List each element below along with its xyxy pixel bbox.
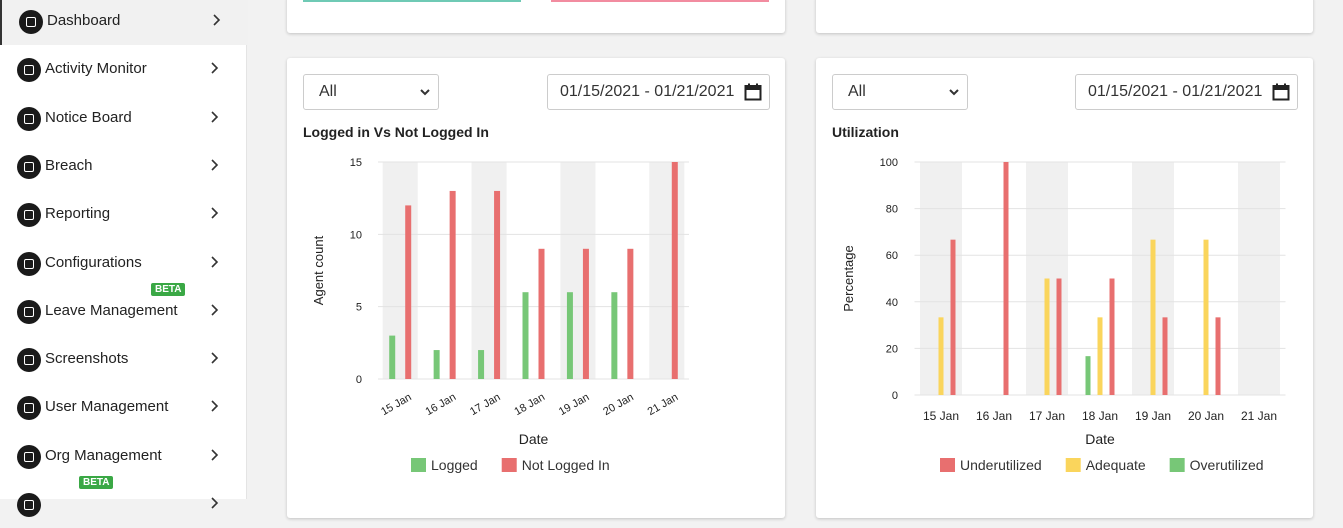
nav-item[interactable]: BETA bbox=[0, 476, 246, 528]
date-range[interactable]: 01/15/2021 - 01/21/2021 bbox=[547, 74, 770, 110]
chevron bbox=[211, 207, 219, 219]
nav-label: Screenshots bbox=[45, 350, 129, 368]
filter-select[interactable]: All bbox=[303, 74, 439, 110]
nav-label: Reporting bbox=[45, 205, 111, 223]
nav-item[interactable]: Activity Monitor bbox=[0, 47, 246, 93]
nav-label: Notice Board bbox=[45, 108, 132, 126]
sidebar: Dashboard Activity Monitor Notice Board Bre… bbox=[0, 0, 248, 517]
chart-card: All 01/15/2021 - 01/21/2021 bbox=[287, 58, 785, 518]
nav-item[interactable]: Org Management bbox=[0, 434, 246, 480]
nav-icon bbox=[17, 203, 41, 228]
chart-card: All 01/15/2021 - 01/21/2021 bbox=[816, 58, 1313, 518]
nav-icon bbox=[17, 493, 41, 517]
nav-icon bbox=[17, 299, 41, 324]
nav-item[interactable]: Leave Management BETA bbox=[0, 282, 246, 335]
filter-select[interactable]: All bbox=[832, 74, 968, 110]
nav-icon bbox=[17, 348, 41, 373]
nav-label: Configurations bbox=[45, 253, 142, 271]
nav-label: Org Management bbox=[45, 446, 162, 464]
nav-icon bbox=[17, 154, 41, 179]
nav-item[interactable]: Breach bbox=[0, 144, 246, 190]
chevron bbox=[211, 304, 219, 316]
nav-label: Breach bbox=[45, 156, 93, 174]
chevron bbox=[211, 62, 219, 74]
nav-label: Activity Monitor bbox=[45, 60, 147, 78]
top-card bbox=[816, 0, 1313, 33]
nav-icon bbox=[17, 106, 41, 131]
nav-label: Dashboard bbox=[47, 12, 121, 29]
calendar-icon bbox=[744, 83, 762, 101]
chevron bbox=[211, 111, 219, 123]
nav-icon bbox=[17, 251, 41, 276]
nav-icon bbox=[17, 444, 41, 469]
nav-icon bbox=[17, 58, 41, 83]
chevron bbox=[211, 352, 219, 364]
nav-item[interactable]: Screenshots bbox=[0, 337, 246, 383]
nav-item[interactable]: Dashboard bbox=[0, 0, 248, 45]
nav-label: Leave Management bbox=[45, 301, 178, 319]
beta-badge: BETA bbox=[79, 476, 114, 489]
nav-item[interactable]: Reporting bbox=[0, 192, 246, 238]
nav-icon bbox=[17, 396, 41, 421]
chevron bbox=[211, 255, 219, 268]
nav-label: User Management bbox=[45, 398, 169, 416]
chevron bbox=[211, 497, 219, 509]
chevron bbox=[213, 14, 221, 26]
dropdown-arrow bbox=[949, 89, 959, 96]
chevron bbox=[211, 159, 219, 171]
chevron bbox=[211, 449, 219, 461]
calendar-icon bbox=[1272, 83, 1290, 101]
beta-badge: BETA bbox=[151, 282, 186, 296]
nav-item[interactable]: User Management bbox=[0, 385, 246, 431]
top-card bbox=[287, 0, 785, 33]
nav-item[interactable]: Notice Board bbox=[0, 96, 246, 142]
dropdown-arrow bbox=[420, 89, 430, 96]
date-range[interactable]: 01/15/2021 - 01/21/2021 bbox=[1075, 74, 1298, 110]
page: Dashboard Activity Monitor Notice Board Bre… bbox=[0, 0, 1313, 518]
chevron bbox=[211, 400, 219, 412]
nav-item[interactable]: Configurations bbox=[0, 241, 246, 287]
nav-icon bbox=[19, 10, 43, 34]
